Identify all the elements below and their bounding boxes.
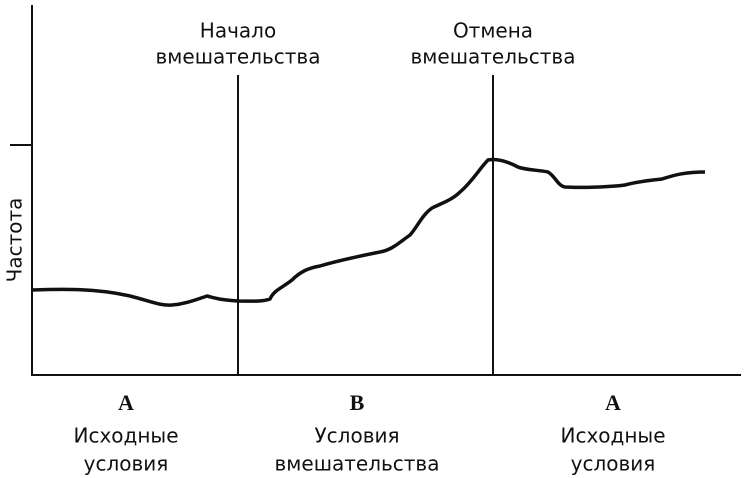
data-curve [31,157,706,307]
marker-label: вмешательства [411,45,576,69]
phase-label: вмешательства [275,452,440,476]
marker-label: Отмена [453,19,533,43]
phase-label: Исходные [73,424,178,448]
y-axis-label: Частота [3,198,27,283]
marker-label: Начало [200,19,276,43]
phase-letter: A [118,390,134,415]
phase-letter: A [605,390,621,415]
phase-letter: B [350,390,365,415]
phase-label: условия [84,452,169,476]
phase-label: Исходные [560,424,665,448]
phase-label: Условия [314,424,399,448]
phase-label: условия [571,452,656,476]
marker-label: вмешательства [156,45,321,69]
